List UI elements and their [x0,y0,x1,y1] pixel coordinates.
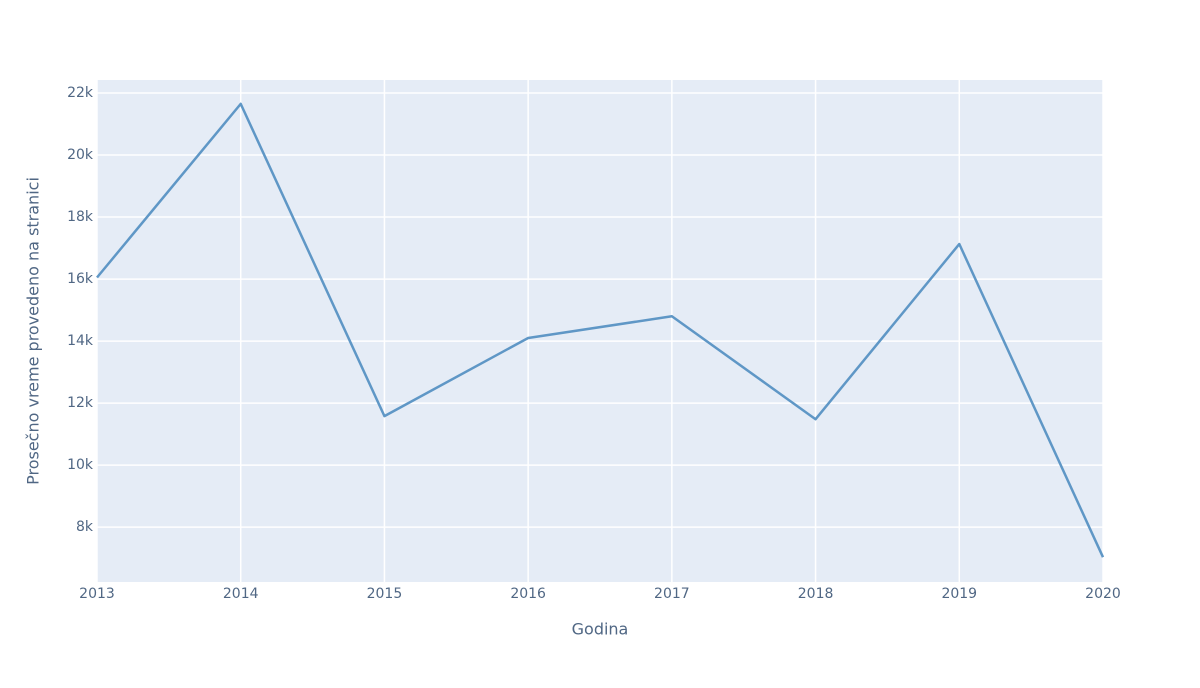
y-axis-title: Prosečno vreme provedeno na stranici [24,177,43,485]
line [96,102,1105,558]
x-tick-label: 2020 [1085,586,1121,602]
plot-area [97,80,1103,582]
y-tick-label: 16k [67,271,94,287]
x-tick-label: 2018 [798,586,834,602]
y-tick-label: 12k [67,395,94,411]
x-tick-label: 2014 [223,586,259,602]
y-tick-label: 10k [67,457,94,473]
x-tick-label: 2015 [367,586,403,602]
x-tick-label: 2019 [941,586,977,602]
y-tick-label: 22k [67,85,94,101]
y-tick-label: 8k [76,519,94,535]
x-axis-title: Godina [572,620,629,639]
y-tick-label: 18k [67,209,94,225]
x-tick-label: 2016 [510,586,546,602]
y-tick-label: 20k [67,147,94,163]
x-tick-label: 2013 [79,586,115,602]
x-tick-label: 2017 [654,586,690,602]
y-tick-label: 14k [67,333,94,349]
